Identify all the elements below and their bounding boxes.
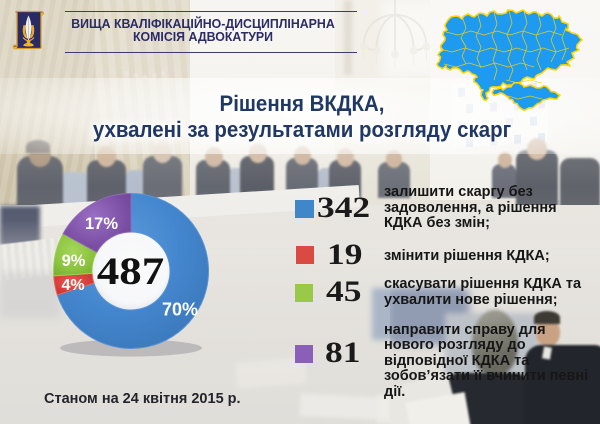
svg-text:9%: 9%	[62, 252, 86, 270]
svg-text:17%: 17%	[85, 215, 118, 233]
svg-text:4%: 4%	[61, 277, 84, 294]
svg-text:70%: 70%	[162, 300, 198, 320]
svg-text:487: 487	[97, 251, 164, 294]
